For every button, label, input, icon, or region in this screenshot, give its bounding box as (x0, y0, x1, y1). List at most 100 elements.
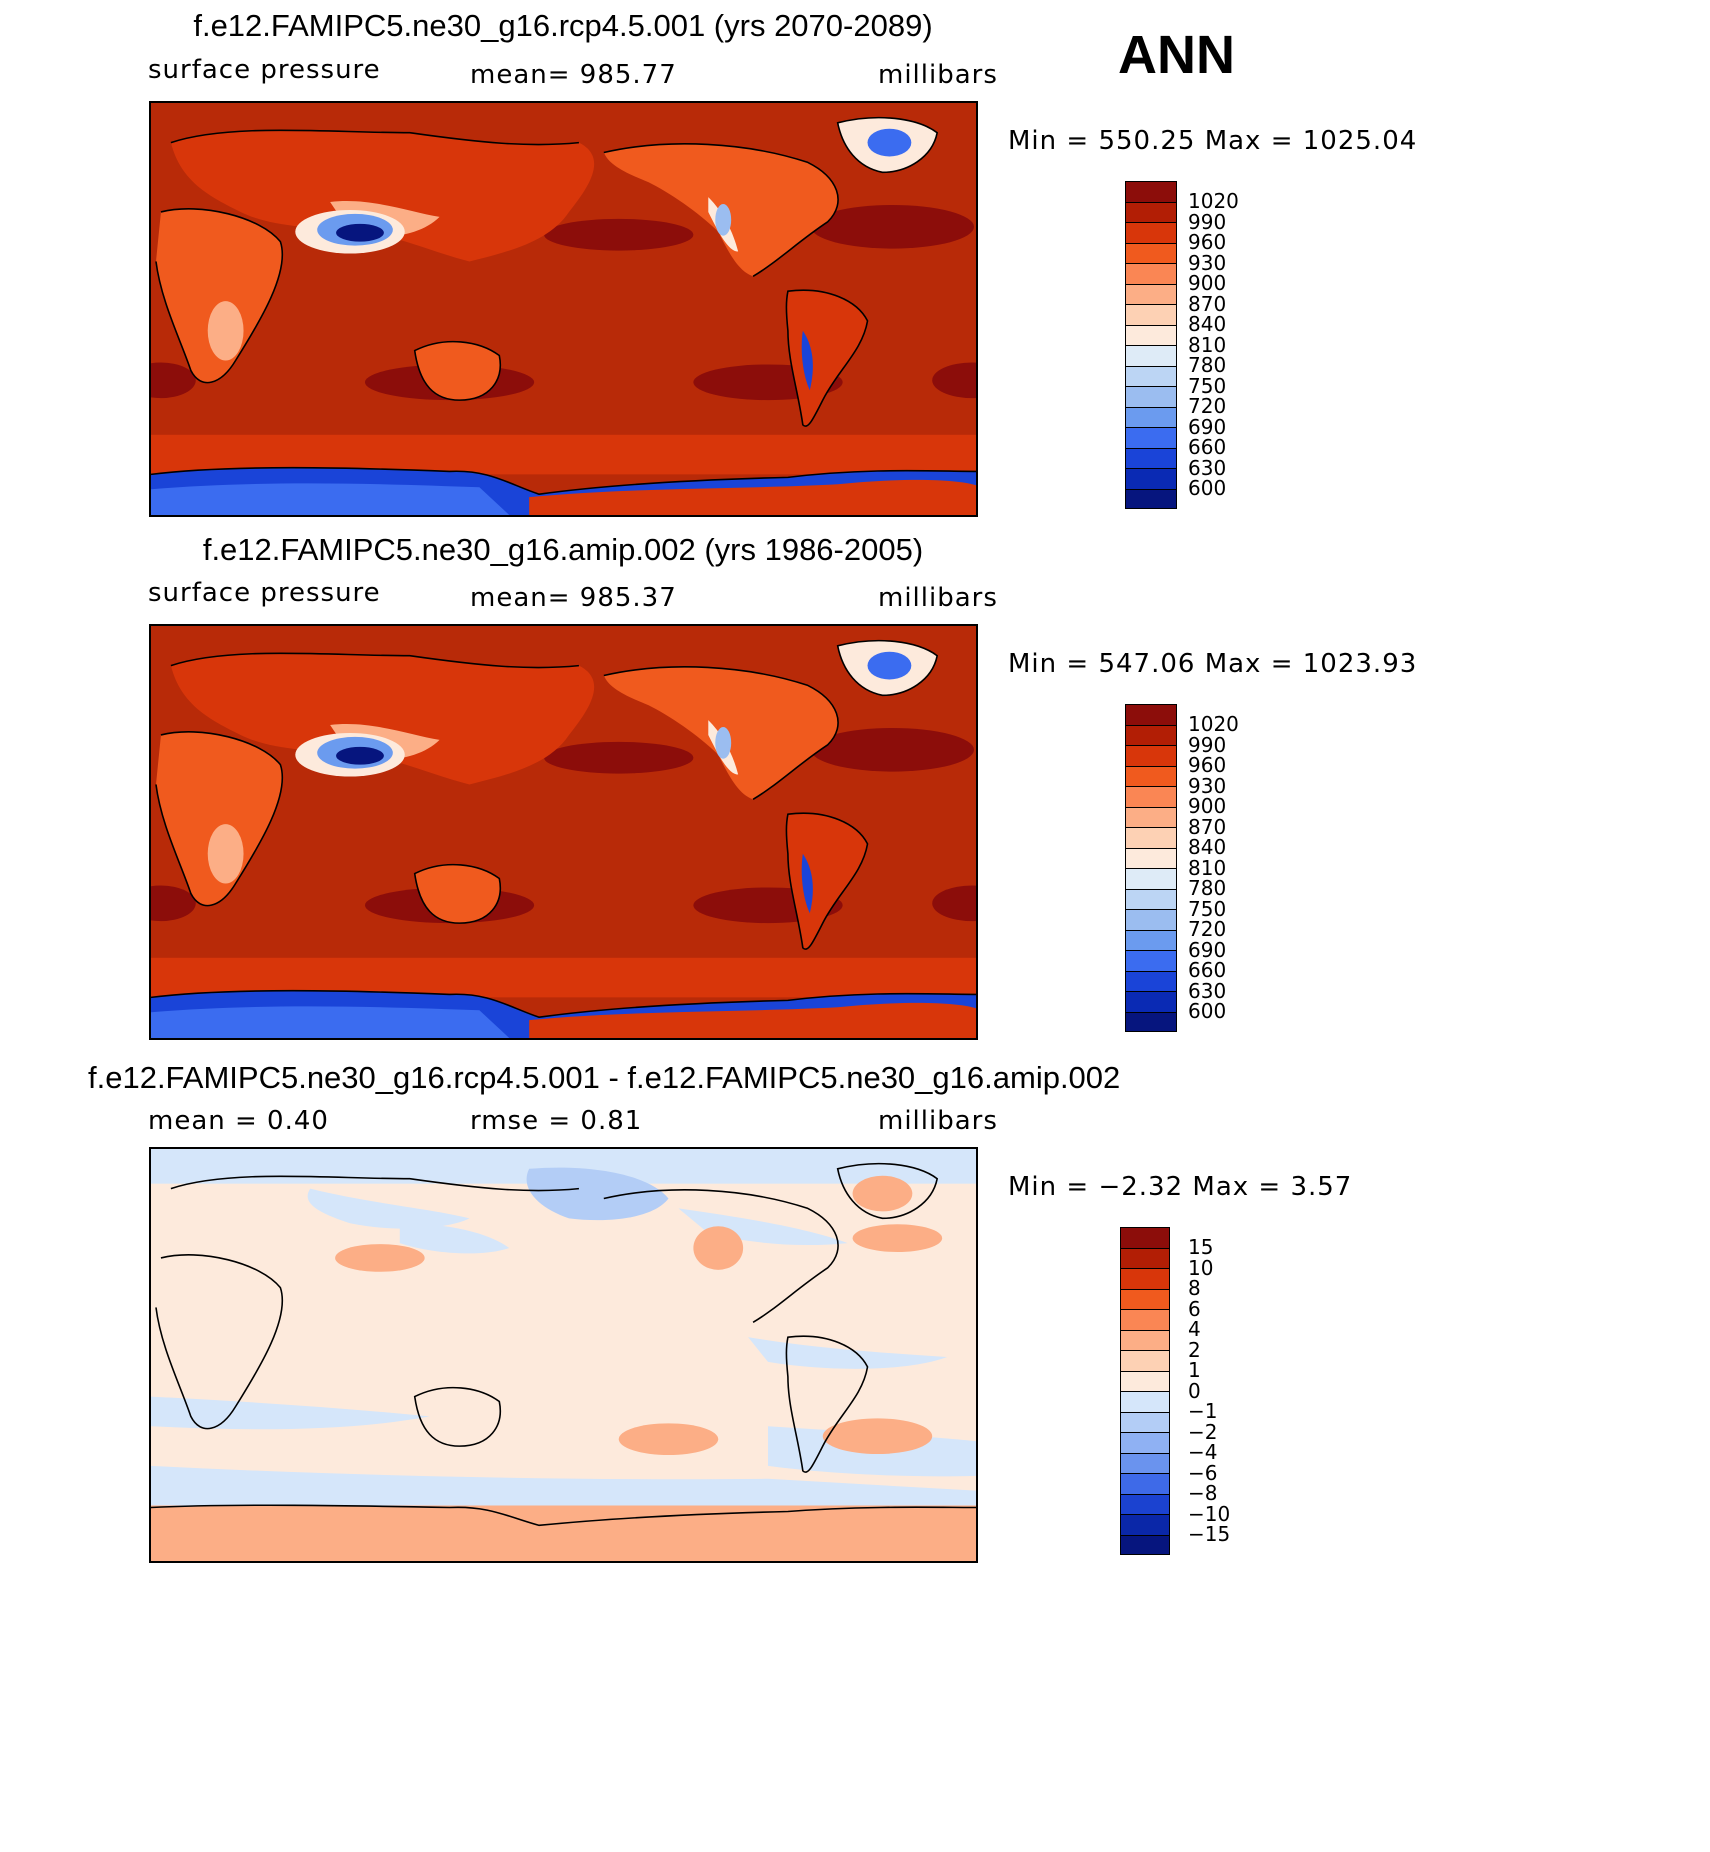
colorbar-swatch (1125, 704, 1177, 725)
colorbar-label: −15 (1188, 1522, 1231, 1546)
colorbar-swatch (1125, 324, 1177, 345)
colorbar-label: 840 (1188, 835, 1227, 859)
colorbar-swatch (1120, 1432, 1170, 1453)
panel2-variable: surface pressure (148, 578, 381, 608)
colorbar-label: −2 (1188, 1419, 1218, 1444)
colorbar-swatch (1125, 304, 1177, 325)
colorbar-swatch (1120, 1370, 1170, 1391)
panel3-units: millibars (878, 1106, 998, 1136)
colorbar-label: 810 (1188, 332, 1227, 357)
colorbar-swatch (1125, 724, 1177, 745)
colorbar-swatch (1125, 365, 1177, 386)
colorbar-swatch (1125, 222, 1177, 243)
panel2-mean: mean= 985.37 (470, 583, 677, 613)
colorbar-swatch (1125, 345, 1177, 366)
colorbar-label: 4 (1188, 1317, 1201, 1341)
colorbar-swatch (1120, 1329, 1170, 1350)
colorbar-swatch (1120, 1452, 1170, 1473)
colorbar-label: 960 (1188, 753, 1227, 777)
colorbar-label: 630 (1188, 455, 1227, 480)
panel3-minmax: Min = −2.32 Max = 3.57 (1008, 1172, 1353, 1202)
colorbar-label: 720 (1188, 917, 1227, 941)
colorbar-swatch (1120, 1350, 1170, 1371)
colorbar-label: 780 (1188, 353, 1227, 377)
season-label: ANN (1118, 25, 1235, 85)
colorbar-label: 990 (1188, 732, 1227, 757)
panel1-variable: surface pressure (148, 55, 381, 85)
colorbar-label: 840 (1188, 312, 1227, 336)
colorbar-label: 720 (1188, 394, 1227, 418)
panel3-map (149, 1147, 978, 1563)
colorbar-swatch (1125, 786, 1177, 807)
colorbar-label: 10 (1188, 1255, 1214, 1280)
colorbar-label: −8 (1188, 1481, 1218, 1505)
colorbar-label: −6 (1188, 1460, 1218, 1485)
colorbar-swatch (1125, 970, 1177, 991)
colorbar-swatch (1125, 427, 1177, 448)
panel2-map-svg (151, 626, 976, 1038)
panel2-map (149, 624, 978, 1040)
colorbar-swatch (1125, 263, 1177, 284)
colorbar-label: 930 (1188, 773, 1227, 798)
panel2-colorbar (1125, 704, 1177, 1032)
colorbar-swatch (1125, 765, 1177, 786)
colorbar-swatch (1125, 283, 1177, 304)
panel2-minmax: Min = 547.06 Max = 1023.93 (1008, 649, 1418, 679)
colorbar-label: 750 (1188, 373, 1227, 398)
panel3-colorbar (1120, 1227, 1170, 1555)
colorbar-swatch (1125, 1011, 1177, 1032)
colorbar-label: 960 (1188, 230, 1227, 254)
panel3-map-svg (151, 1149, 976, 1561)
colorbar-swatch (1125, 745, 1177, 766)
colorbar-label: 15 (1188, 1235, 1214, 1259)
panel1-map (149, 101, 978, 517)
colorbar-swatch (1125, 827, 1177, 848)
colorbar-swatch (1125, 406, 1177, 427)
colorbar-swatch (1120, 1288, 1170, 1309)
panel1-minmax: Min = 550.25 Max = 1025.04 (1008, 126, 1418, 156)
panel1-units: millibars (878, 60, 998, 90)
colorbar-swatch (1125, 447, 1177, 468)
panel2-title: f.e12.FAMIPC5.ne30_g16.amip.002 (yrs 198… (202, 532, 924, 567)
colorbar-swatch (1120, 1391, 1170, 1412)
panel1-colorbar (1125, 181, 1177, 509)
panel1-map-svg (151, 103, 976, 515)
colorbar-swatch (1120, 1309, 1170, 1330)
colorbar-swatch (1125, 868, 1177, 889)
colorbar-label: 0 (1188, 1378, 1201, 1403)
colorbar-label: 2 (1188, 1337, 1201, 1362)
colorbar-swatch (1120, 1411, 1170, 1432)
colorbar-swatch (1120, 1227, 1170, 1248)
colorbar-swatch (1125, 386, 1177, 407)
colorbar-swatch (1120, 1534, 1170, 1555)
colorbar-label: 900 (1188, 271, 1227, 295)
colorbar-label: 870 (1188, 291, 1227, 316)
panel3-mean: mean = 0.40 (148, 1106, 329, 1136)
colorbar-label: 690 (1188, 414, 1227, 439)
colorbar-label: 780 (1188, 876, 1227, 900)
colorbar-label: 990 (1188, 209, 1227, 234)
colorbar-swatch (1125, 929, 1177, 950)
colorbar-swatch (1125, 909, 1177, 930)
colorbar-swatch (1120, 1493, 1170, 1514)
colorbar-label: 600 (1188, 476, 1227, 500)
colorbar-label: 1020 (1188, 189, 1239, 213)
colorbar-label: −1 (1188, 1399, 1218, 1423)
colorbar-label: 690 (1188, 937, 1227, 962)
panel1-mean: mean= 985.77 (470, 60, 677, 90)
colorbar-label: 870 (1188, 814, 1227, 839)
colorbar-label: 660 (1188, 435, 1227, 459)
colorbar-label: 600 (1188, 999, 1227, 1023)
colorbar-label: 630 (1188, 978, 1227, 1003)
colorbar-label: 810 (1188, 855, 1227, 880)
panel2-units: millibars (878, 583, 998, 613)
colorbar-label: 1 (1188, 1358, 1201, 1382)
colorbar-label: 8 (1188, 1276, 1201, 1300)
colorbar-swatch (1125, 201, 1177, 222)
panel1-title: f.e12.FAMIPC5.ne30_g16.rcp4.5.001 (yrs 2… (193, 8, 933, 43)
colorbar-label: 660 (1188, 958, 1227, 982)
colorbar-label: 1020 (1188, 712, 1239, 736)
colorbar-label: −4 (1188, 1440, 1218, 1464)
panel3-title: f.e12.FAMIPC5.ne30_g16.rcp4.5.001 - f.e1… (88, 1060, 1121, 1095)
colorbar-label: −10 (1188, 1501, 1231, 1526)
